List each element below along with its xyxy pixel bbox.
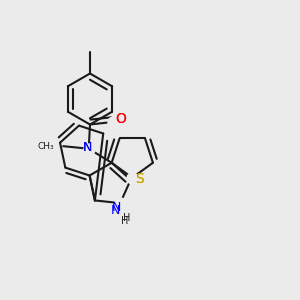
Text: O: O [115, 112, 126, 126]
Text: H: H [121, 216, 128, 226]
Text: N: N [111, 204, 120, 217]
Text: H: H [123, 213, 130, 223]
Text: S: S [135, 172, 144, 186]
Text: O: O [115, 112, 126, 126]
Text: CH₃: CH₃ [38, 142, 54, 151]
Text: N: N [82, 141, 92, 154]
Text: N: N [82, 141, 92, 154]
Text: N: N [112, 201, 121, 214]
Text: S: S [135, 172, 144, 186]
